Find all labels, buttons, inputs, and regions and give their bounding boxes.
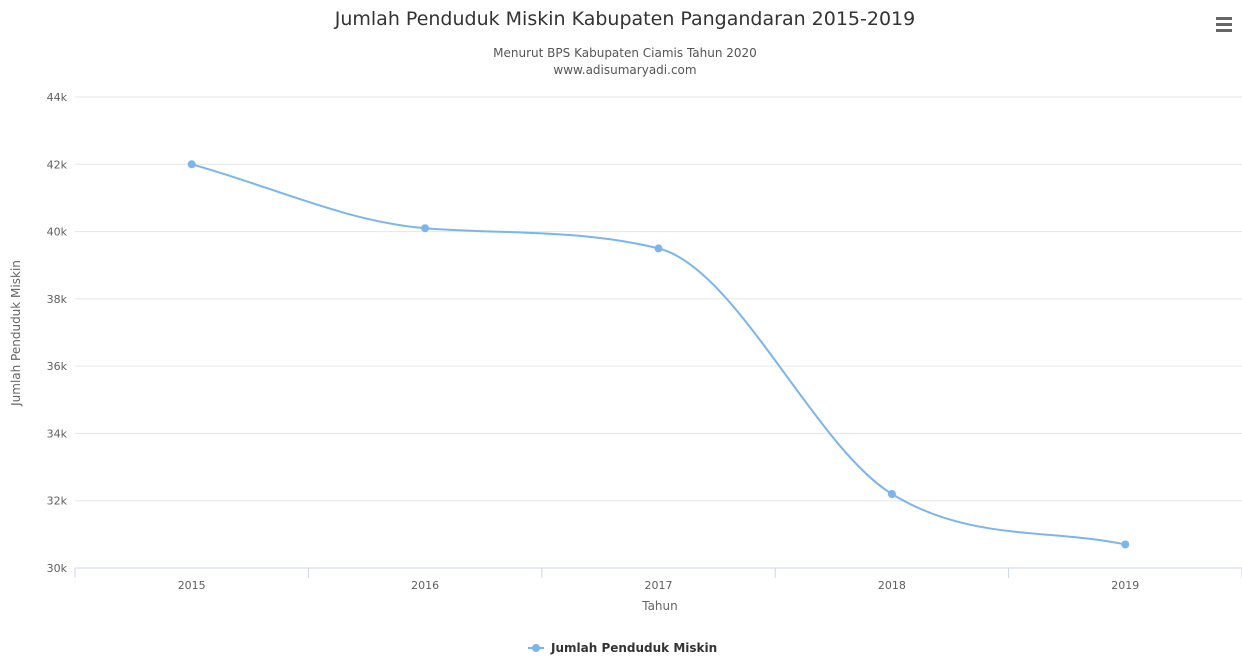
chart-subtitle-line-1: Menurut BPS Kabupaten Ciamis Tahun 2020 (493, 46, 757, 60)
y-tick-label: 34k (47, 427, 68, 440)
legend-item-jumlah-penduduk-miskin[interactable]: Jumlah Penduduk Miskin (528, 641, 717, 655)
x-axis-ticks: 2015 2016 2017 2018 2019 (178, 579, 1140, 592)
chart-subtitle-line-2: www.adisumaryadi.com (553, 63, 696, 77)
data-point-2018[interactable] (887, 489, 896, 498)
data-point-2015[interactable] (187, 160, 196, 169)
data-point-2016[interactable] (421, 224, 430, 233)
legend-label: Jumlah Penduduk Miskin (550, 641, 717, 655)
x-tick-label: 2019 (1111, 579, 1139, 592)
y-axis-title: Jumlah Penduduk Miskin (9, 260, 23, 407)
hamburger-menu-icon (1216, 17, 1232, 20)
x-axis (74, 567, 1242, 578)
y-tick-label: 38k (47, 293, 68, 306)
y-tick-label: 36k (47, 360, 68, 373)
x-tick-label: 2017 (645, 579, 673, 592)
chart-title: Jumlah Penduduk Miskin Kabupaten Pangand… (334, 8, 915, 30)
y-axis-ticks: 30k 32k 34k 36k 38k 40k 42k 44k (47, 91, 68, 575)
data-point-2017[interactable] (654, 244, 663, 253)
chart-context-menu-button[interactable] (1212, 12, 1236, 36)
y-tick-label: 44k (47, 91, 68, 104)
grid-lines (75, 96, 1242, 502)
y-tick-label: 32k (47, 495, 68, 508)
series-line (191, 163, 1126, 546)
x-tick-label: 2016 (411, 579, 439, 592)
y-tick-label: 30k (47, 562, 68, 575)
x-tick-label: 2015 (178, 579, 206, 592)
x-axis-title: Tahun (641, 599, 678, 613)
y-tick-label: 40k (47, 226, 68, 239)
data-point-2019[interactable] (1121, 540, 1130, 549)
y-tick-label: 42k (47, 158, 68, 171)
x-tick-label: 2018 (878, 579, 906, 592)
series-layer (187, 160, 1130, 549)
legend-marker-symbol (532, 644, 540, 652)
